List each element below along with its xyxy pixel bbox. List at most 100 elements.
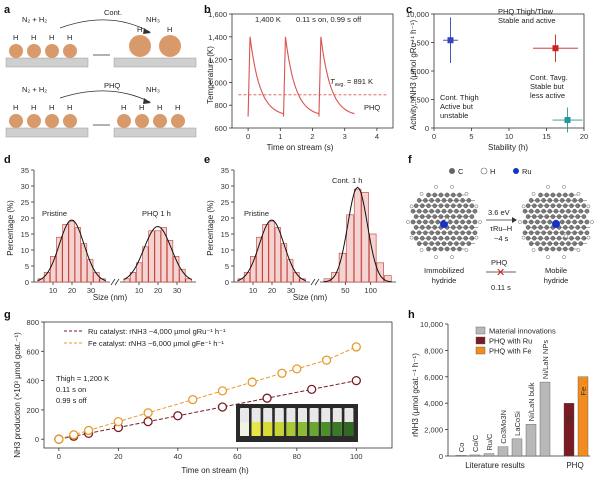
h-bar [563, 403, 575, 457]
b-average-annotation: Tavg. = 891 K [330, 77, 373, 88]
h-y-tick-label: 0 [439, 452, 443, 461]
g-x-axis-label: Time on stream (h) [181, 466, 249, 475]
h-group-literature: Literature results [465, 461, 525, 470]
h-y-tick-label: 2,000 [424, 426, 443, 435]
a-bottom-substrate-right [113, 127, 197, 138]
e-y-axis-label: Percentage (%) [206, 200, 215, 256]
b-temperature-trace [247, 36, 355, 117]
e-y-tick-label: 30 [221, 182, 229, 191]
h-atom-label: H [49, 33, 54, 42]
e-axis-break [310, 278, 316, 286]
g-marker-fe [113, 416, 124, 427]
d-x-tick-label: 20 [68, 286, 76, 295]
g-line-ru [58, 380, 357, 440]
h-atom-label: H [67, 33, 72, 42]
g-vials-photo [236, 404, 358, 442]
e-y-tick-label: 25 [221, 198, 229, 207]
hydrogen-atom [531, 192, 536, 196]
d-y-tick-label: 5 [25, 262, 29, 271]
e-bar [323, 278, 332, 283]
f-arrowhead [512, 217, 517, 223]
c-point-2 [564, 117, 571, 124]
ru-atom [63, 44, 77, 58]
a-top-atoms-left: H H H H [9, 33, 77, 58]
d-bar [166, 240, 174, 283]
a-bottom-arrow-label: PHQ [104, 81, 120, 90]
e-bar [376, 262, 384, 283]
g-legend: Ru catalyst: rNH3 ~4,000 µmol gRu⁻¹ h⁻¹ … [64, 327, 226, 348]
d-gaussian-fit [123, 225, 192, 281]
g-y-tick-label: 600 [26, 347, 39, 356]
b-series-label: PHQ [364, 103, 380, 112]
h-bar-label: Co3Mo3N [499, 410, 508, 444]
e-bar [384, 275, 392, 283]
h-atom-label: H [175, 103, 180, 112]
g-marker-ru [217, 402, 228, 412]
panel-e: e 0 5 10 15 20 25 30 35 10 20 30 50 100 Pristine Con… [204, 154, 396, 302]
d-axis-break [110, 278, 116, 286]
d-x-tick-label: 20 [154, 286, 162, 295]
h-atom-label: H [121, 103, 126, 112]
d-bar [142, 246, 149, 283]
g-marker-fe [188, 395, 198, 405]
d-bar [129, 272, 137, 283]
g-axes: 0 20 40 60 80 100 0 200 400 600 800 [26, 318, 393, 461]
vial-liquid [251, 422, 261, 436]
h-bar [469, 454, 481, 457]
panel-f: f C H Ru 3.6 eV τRu–H ~4 s Immobilized h… [406, 154, 594, 292]
e-y-tick-label: 15 [221, 230, 229, 239]
d-x-tick-label: 30 [87, 286, 95, 295]
h-atom-label: H [31, 103, 36, 112]
f-phq: PHQ [491, 258, 507, 267]
d-bar [154, 230, 161, 283]
h-bar-label: LaCoSi [513, 411, 522, 436]
b-x-tick-label: 4 [375, 132, 379, 141]
h-atom-label: H [13, 33, 18, 42]
h-legend-swatch [475, 336, 486, 345]
g-x-tick-label: 80 [293, 452, 301, 461]
g-marker-ru [143, 416, 153, 427]
b-x-tick-label: 1 [278, 132, 282, 141]
c-point-1 [552, 45, 559, 52]
vial-liquid [263, 422, 273, 436]
e-x-tick-label: 50 [341, 286, 349, 295]
d-y-tick-label: 15 [21, 230, 29, 239]
panel-label-b: b [204, 4, 211, 16]
g-series [54, 342, 361, 444]
b-timing-annotation: 0.11 s on, 0.99 s off [296, 15, 362, 24]
a-bottom-substrate-left [5, 127, 89, 138]
h-legend-swatch [475, 326, 486, 335]
e-bar [268, 220, 275, 283]
hydrogen-atom [586, 235, 591, 240]
e-bar [287, 259, 294, 283]
panel-label-h: h [408, 309, 415, 321]
h-legend-label: Material innovations [489, 327, 556, 336]
f-right-label-2: hydride [544, 276, 569, 285]
panel-label-c: c [406, 4, 412, 16]
f-left-label-1: Immobilized [424, 266, 464, 275]
legend-carbon-marker [449, 168, 455, 174]
h-atom-label: H [139, 103, 144, 112]
h-y-tick-label: 6,000 [424, 373, 443, 382]
g-annotation-on: 0.11 s on [56, 385, 86, 394]
e-label-pristine: Pristine [244, 209, 269, 218]
h-bar [525, 424, 537, 457]
d-label-phq: PHQ 1 h [142, 209, 171, 218]
hydrogen-atom [576, 248, 581, 252]
c-point-label: Cont. Thigh [440, 93, 479, 102]
h-atom-label: H [49, 103, 54, 112]
a-top-arrow-label: Cont. [104, 8, 122, 17]
hydrogen-atom [464, 248, 469, 252]
carbon-atom [584, 219, 590, 225]
h-legend-swatch [475, 346, 486, 355]
hydrogen-atom [521, 204, 526, 209]
legend-carbon: C [458, 167, 464, 176]
b-avg-value: = 891 K [347, 77, 373, 86]
c-y-tick-label: 10,000 [406, 10, 429, 19]
hydrogen-atom [434, 255, 438, 259]
h-bar [497, 446, 509, 457]
ru-sintered-particle [159, 35, 181, 57]
vial-liquid [321, 422, 331, 436]
